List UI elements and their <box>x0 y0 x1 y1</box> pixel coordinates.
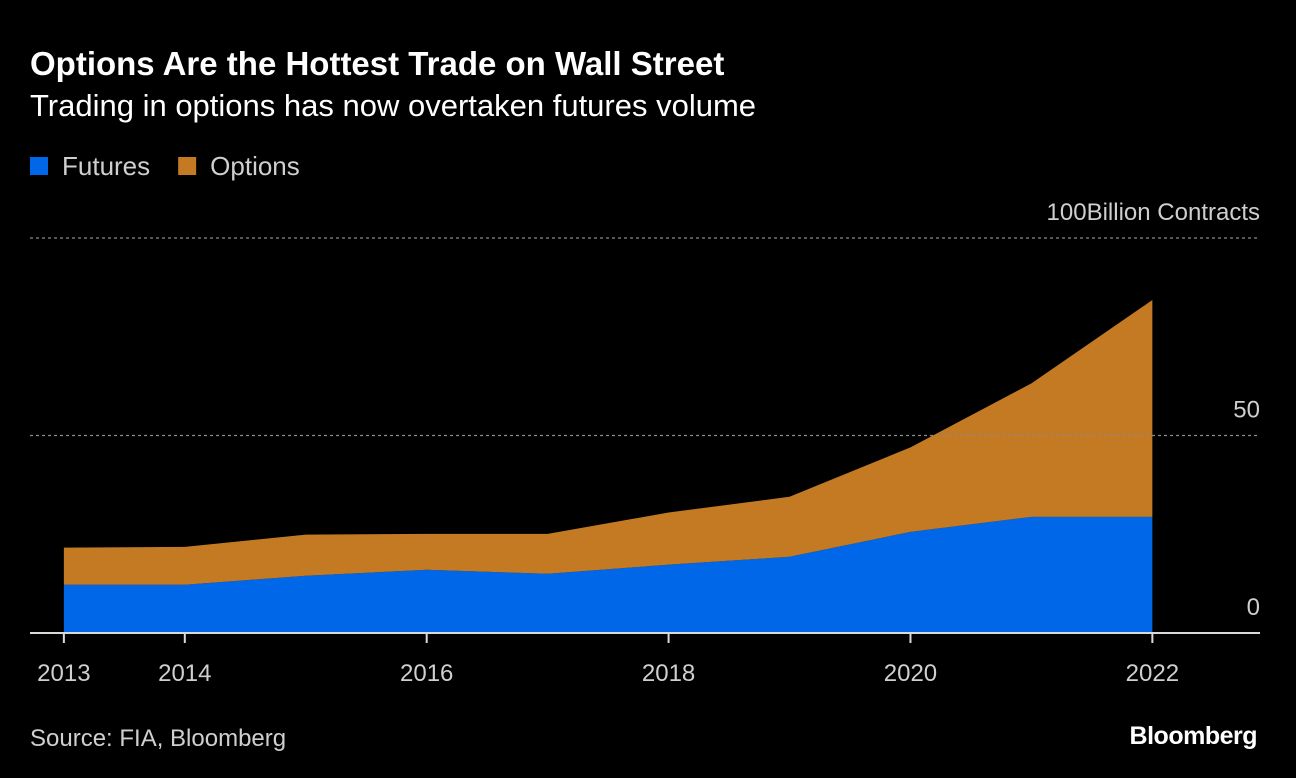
x-tick-label: 2022 <box>1126 660 1179 687</box>
chart-subtitle: Trading in options has now overtaken fut… <box>30 88 756 123</box>
y-axis-unit: Billion Contracts <box>1087 199 1260 226</box>
y-tick-label: 0 <box>1247 594 1260 621</box>
legend-label: Futures <box>62 151 150 181</box>
plot-area: 0 50 100Billion Contracts 2013 2014 2016 2018 2… <box>30 199 1260 687</box>
legend-swatch <box>178 157 197 175</box>
x-tick-label: 2020 <box>884 660 937 687</box>
legend-label: Options <box>210 151 300 181</box>
area <box>63 516 1153 633</box>
x-tick-label: 2016 <box>400 660 453 687</box>
y-tick-value: 100 <box>1047 199 1087 226</box>
legend: Futures Options <box>30 151 300 181</box>
legend-swatch <box>30 157 48 175</box>
chart-title: Options Are the Hottest Trade on Wall St… <box>30 45 724 82</box>
x-tick-label: 2014 <box>158 660 211 687</box>
y-tick-value: 50 <box>1233 397 1260 424</box>
brand-logo: Bloomberg <box>1130 722 1257 750</box>
y-tick-label: 100Billion Contracts <box>1047 199 1260 226</box>
x-tick-label: 2018 <box>642 660 695 687</box>
source: Source: FIA, Bloomberg <box>30 725 286 752</box>
y-tick-value: 0 <box>1247 594 1260 621</box>
x-tick-label: 2013 <box>37 660 90 687</box>
area <box>63 300 1153 585</box>
y-tick-label: 50 <box>1233 397 1260 424</box>
